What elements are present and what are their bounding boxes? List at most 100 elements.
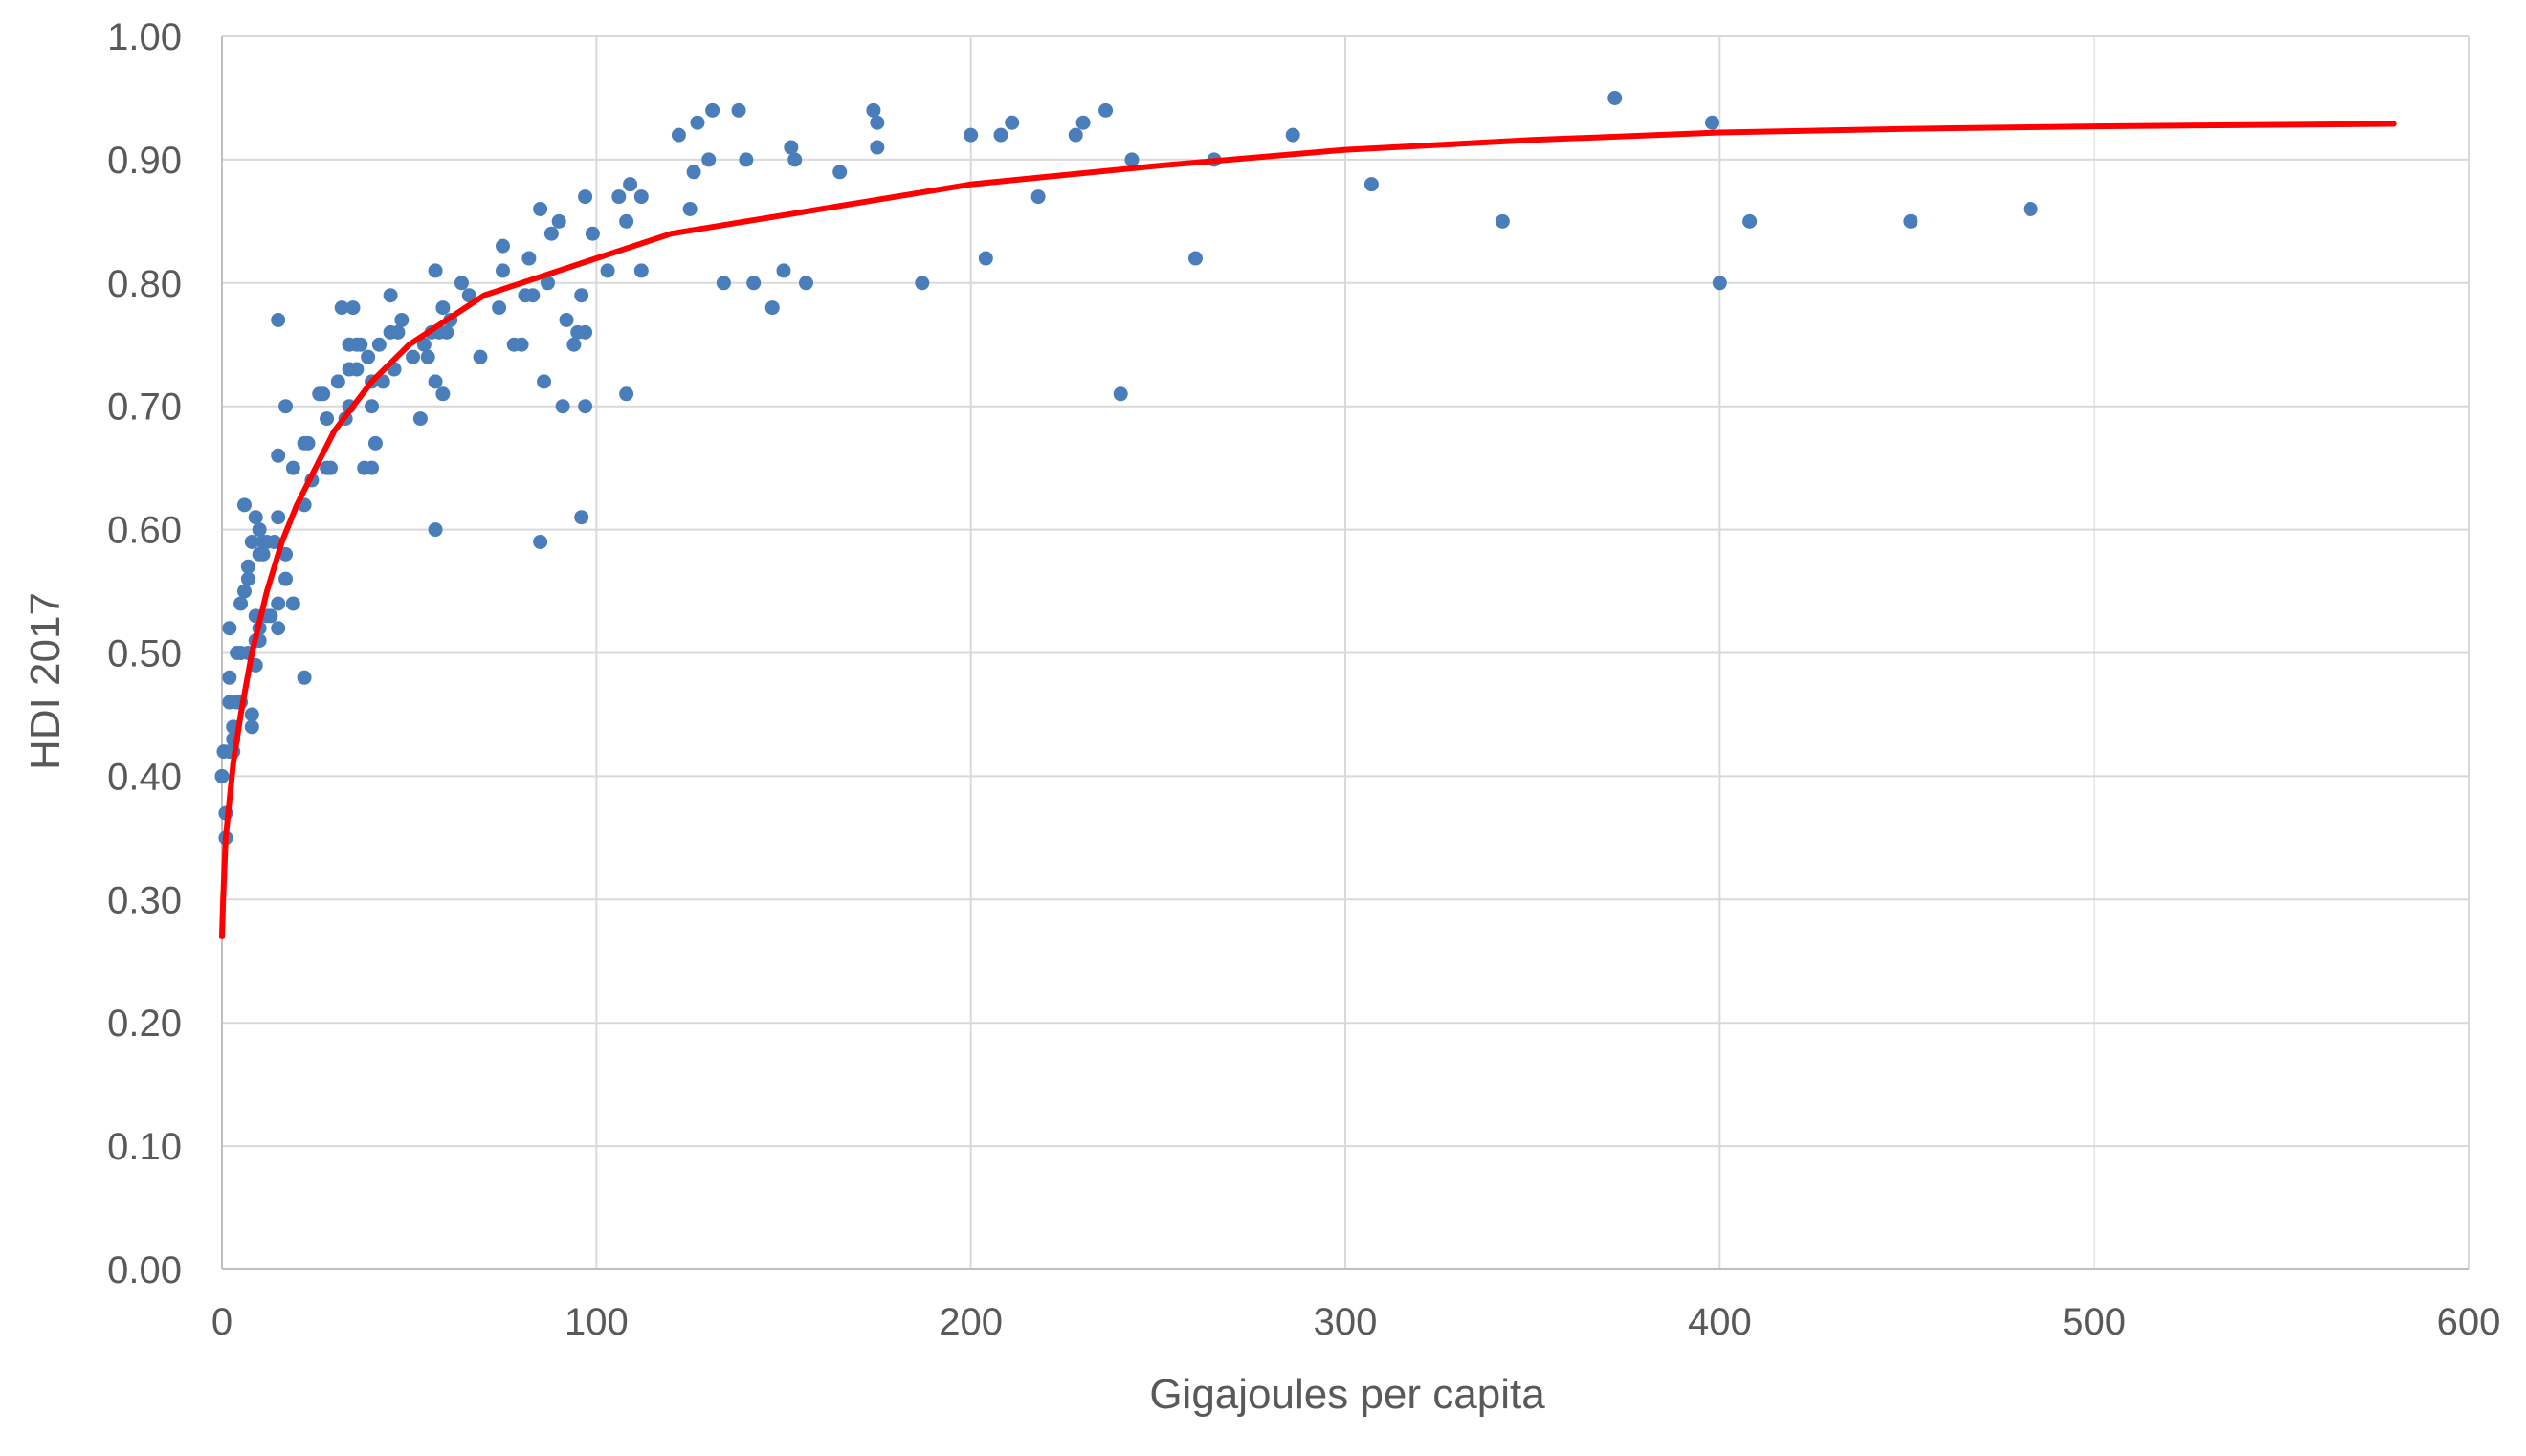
data-point (244, 707, 259, 722)
data-point (623, 177, 638, 192)
x-tick-label: 400 (1688, 1301, 1752, 1343)
y-tick-label: 0.30 (107, 879, 182, 921)
data-point (784, 140, 799, 155)
data-point (543, 226, 559, 241)
data-point (600, 263, 615, 278)
data-point (316, 386, 331, 402)
data-point (716, 276, 731, 291)
data-point (978, 251, 993, 266)
x-tick-label: 0 (211, 1301, 233, 1343)
data-point (473, 349, 488, 364)
data-point (1187, 251, 1203, 266)
data-point (435, 386, 451, 402)
data-point (255, 546, 271, 562)
data-point (1607, 90, 1623, 105)
data-point (244, 534, 259, 549)
y-tick-label: 0.90 (107, 140, 182, 182)
data-point (578, 189, 593, 205)
data-point (1712, 276, 1727, 291)
data-point (320, 411, 335, 427)
y-tick-labels: 0.00 0.10 0.20 0.30 0.40 0.50 0.60 0.70 0.80 0.90… (107, 16, 182, 1291)
data-point (866, 102, 881, 118)
data-point (1113, 386, 1128, 402)
data-point (633, 263, 649, 278)
data-point (671, 127, 686, 143)
data-point (764, 300, 780, 316)
trendline (219, 121, 2397, 939)
data-point (731, 102, 746, 118)
data-point (222, 621, 237, 636)
data-point (439, 324, 454, 340)
data-point (361, 349, 376, 364)
data-point (537, 374, 552, 389)
data-point (1495, 213, 1510, 229)
axes (221, 36, 2469, 1270)
data-point (739, 152, 754, 167)
y-tick-label: 0.20 (107, 1003, 182, 1045)
x-tick-label: 200 (939, 1301, 1003, 1343)
data-points (214, 90, 2038, 846)
data-point (525, 288, 541, 303)
data-point (233, 596, 249, 611)
data-point (993, 127, 1008, 143)
data-point (690, 115, 705, 130)
y-tick-label: 0.70 (107, 386, 182, 429)
data-point (278, 571, 294, 586)
data-point (248, 510, 263, 525)
data-point (353, 337, 368, 352)
data-point (574, 510, 589, 525)
y-tick-label: 0.50 (107, 633, 182, 675)
data-point (271, 621, 286, 636)
data-point (394, 312, 410, 327)
data-point (428, 374, 443, 389)
data-point (263, 608, 278, 624)
data-point (1705, 115, 1720, 130)
data-point (533, 201, 548, 216)
data-point (406, 349, 421, 364)
data-point (271, 448, 286, 463)
data-point (240, 559, 255, 574)
data-point (285, 596, 300, 611)
data-point (915, 276, 930, 291)
data-point (278, 399, 294, 414)
data-point (746, 276, 762, 291)
data-point (964, 127, 979, 143)
data-point (619, 386, 634, 402)
x-tick-labels: 0 100 200 300 400 500 600 (211, 1301, 2501, 1343)
data-point (585, 226, 600, 241)
data-point (345, 300, 361, 316)
data-point (496, 263, 510, 278)
data-point (619, 213, 634, 229)
data-point (682, 201, 698, 216)
data-point (574, 288, 589, 303)
data-point (244, 719, 259, 735)
data-point (390, 324, 406, 340)
data-point (1030, 189, 1046, 205)
data-point (1098, 102, 1114, 118)
data-point (611, 189, 627, 205)
data-point (701, 152, 717, 167)
y-tick-label: 0.40 (107, 756, 182, 798)
data-point (787, 152, 803, 167)
data-point (252, 522, 267, 538)
data-point (428, 263, 443, 278)
data-point (236, 584, 252, 599)
data-point (1124, 152, 1140, 167)
data-point (383, 288, 398, 303)
trendline-layer (219, 121, 2397, 939)
data-point (1075, 115, 1091, 130)
data-point (371, 337, 387, 352)
y-tick-label: 0.00 (107, 1249, 182, 1291)
data-point (322, 460, 338, 475)
data-point (365, 399, 380, 414)
data-point (214, 768, 230, 783)
data-point (870, 115, 885, 130)
data-point (496, 238, 510, 254)
y-tick-label: 0.80 (107, 263, 182, 305)
data-point (412, 411, 428, 427)
y-tick-label: 1.00 (107, 16, 182, 58)
data-point (240, 571, 255, 586)
data-point (492, 300, 507, 316)
data-point (236, 497, 252, 513)
